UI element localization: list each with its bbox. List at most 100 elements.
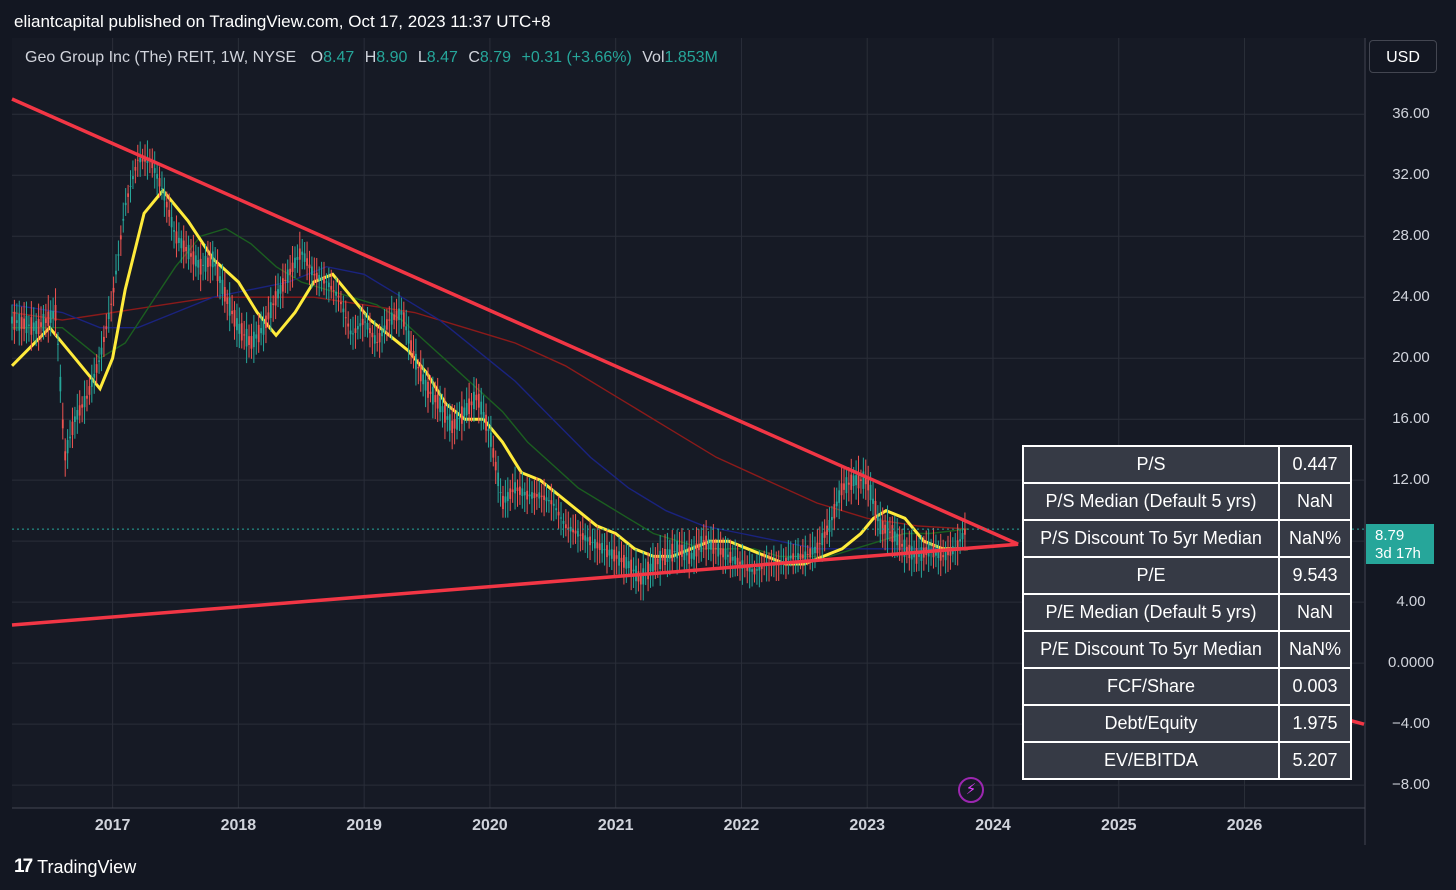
candle-body (190, 253, 192, 257)
candle-body (531, 492, 533, 499)
candle-body (163, 191, 166, 201)
metric-value: 1.975 (1278, 704, 1352, 743)
candle-body (840, 483, 843, 496)
candle-body (281, 278, 284, 292)
candle-body (944, 549, 947, 561)
candle-body (683, 544, 686, 561)
candle-body (373, 335, 376, 344)
candle-body (158, 178, 161, 187)
candle-body (366, 322, 369, 330)
price-tick-label: 4.00 (1396, 593, 1426, 611)
candle-body (73, 416, 76, 422)
candle-body (843, 483, 845, 490)
candle-body (569, 526, 572, 532)
candle-body (652, 557, 654, 572)
candle-body (417, 366, 420, 369)
candle-body (231, 310, 233, 315)
candle-body (434, 395, 437, 403)
candle-body (456, 412, 458, 430)
candle-body (603, 549, 606, 551)
candle-body (88, 386, 91, 395)
candle-body (69, 436, 71, 439)
metrics-row: P/E Median (Default 5 yrs) NaN (1022, 593, 1352, 632)
candle-body (869, 484, 872, 501)
metrics-row: P/S 0.447 (1022, 445, 1352, 484)
candle-body (548, 500, 550, 502)
metric-value: 0.003 (1278, 667, 1352, 706)
currency-button[interactable]: USD (1369, 40, 1437, 73)
candle-body (555, 508, 558, 511)
metrics-row: P/E Discount To 5yr Median NaN% (1022, 630, 1352, 669)
candle-body (349, 330, 352, 335)
candle-body (13, 311, 16, 330)
candle-body (959, 539, 961, 542)
candle-body (949, 547, 952, 556)
candle-body (942, 555, 945, 558)
lightning-icon[interactable]: ⚡ (958, 777, 984, 803)
candle-body (11, 316, 13, 324)
candle-body (274, 291, 277, 306)
candle-body (18, 313, 21, 331)
candle-body (533, 492, 536, 499)
candle-body (395, 310, 398, 321)
candle-body (673, 550, 676, 552)
candle-body (879, 518, 882, 535)
candle-body (221, 279, 224, 295)
candle-body (228, 297, 231, 316)
candle-body (487, 429, 490, 432)
candle-body (110, 303, 113, 305)
candle-body (78, 405, 81, 416)
price-tick-label: 20.00 (1392, 349, 1430, 367)
trendline (11, 97, 1019, 546)
metric-value: NaN% (1278, 630, 1352, 669)
candle-body (381, 330, 383, 337)
candle-body (804, 551, 807, 561)
candle-body (132, 176, 134, 180)
candle-body (390, 312, 393, 325)
candle-body (252, 331, 255, 348)
candle-body (301, 251, 304, 255)
candle-body (826, 525, 828, 535)
candle-body (400, 310, 403, 315)
candle-body (238, 323, 241, 334)
candle-body (444, 404, 446, 423)
candle-body (342, 308, 345, 313)
tradingview-logo[interactable]: 17 TradingView (14, 856, 136, 878)
candle-body (560, 517, 562, 519)
candle-body (306, 258, 308, 266)
time-tick-label: 2019 (346, 817, 382, 834)
candle-body (86, 395, 88, 399)
candle-body (937, 549, 940, 559)
candle-body (502, 495, 504, 510)
candle-body (153, 168, 156, 173)
published-caption: eliantcapital published on TradingView.c… (14, 12, 551, 31)
candle-body (913, 551, 916, 558)
candle-body (649, 563, 652, 572)
candle-body (727, 554, 729, 558)
candle-body (361, 318, 364, 325)
candle-body (66, 440, 69, 454)
candle-body (901, 543, 903, 547)
candle-body (591, 542, 594, 544)
candle-body (504, 496, 507, 503)
candle-body (760, 565, 763, 569)
candle-body (707, 539, 710, 549)
candle-body (90, 379, 93, 387)
tradingview-logo-icon: 17 (14, 856, 33, 877)
candle-body (659, 550, 662, 570)
metric-label: P/S Discount To 5yr Median (1022, 519, 1280, 558)
candle-body (460, 406, 463, 424)
candle-body (385, 319, 388, 330)
candle-body (129, 185, 132, 187)
candle-body (681, 544, 683, 557)
candle-body (956, 540, 959, 549)
candle-body (42, 313, 45, 332)
candle-body (173, 230, 175, 232)
low-label: L (417, 49, 427, 66)
candle-body (64, 451, 67, 461)
candle-body (903, 539, 906, 557)
metric-value: NaN% (1278, 519, 1352, 558)
moving-average-line (12, 227, 968, 558)
candle-body (32, 322, 35, 331)
